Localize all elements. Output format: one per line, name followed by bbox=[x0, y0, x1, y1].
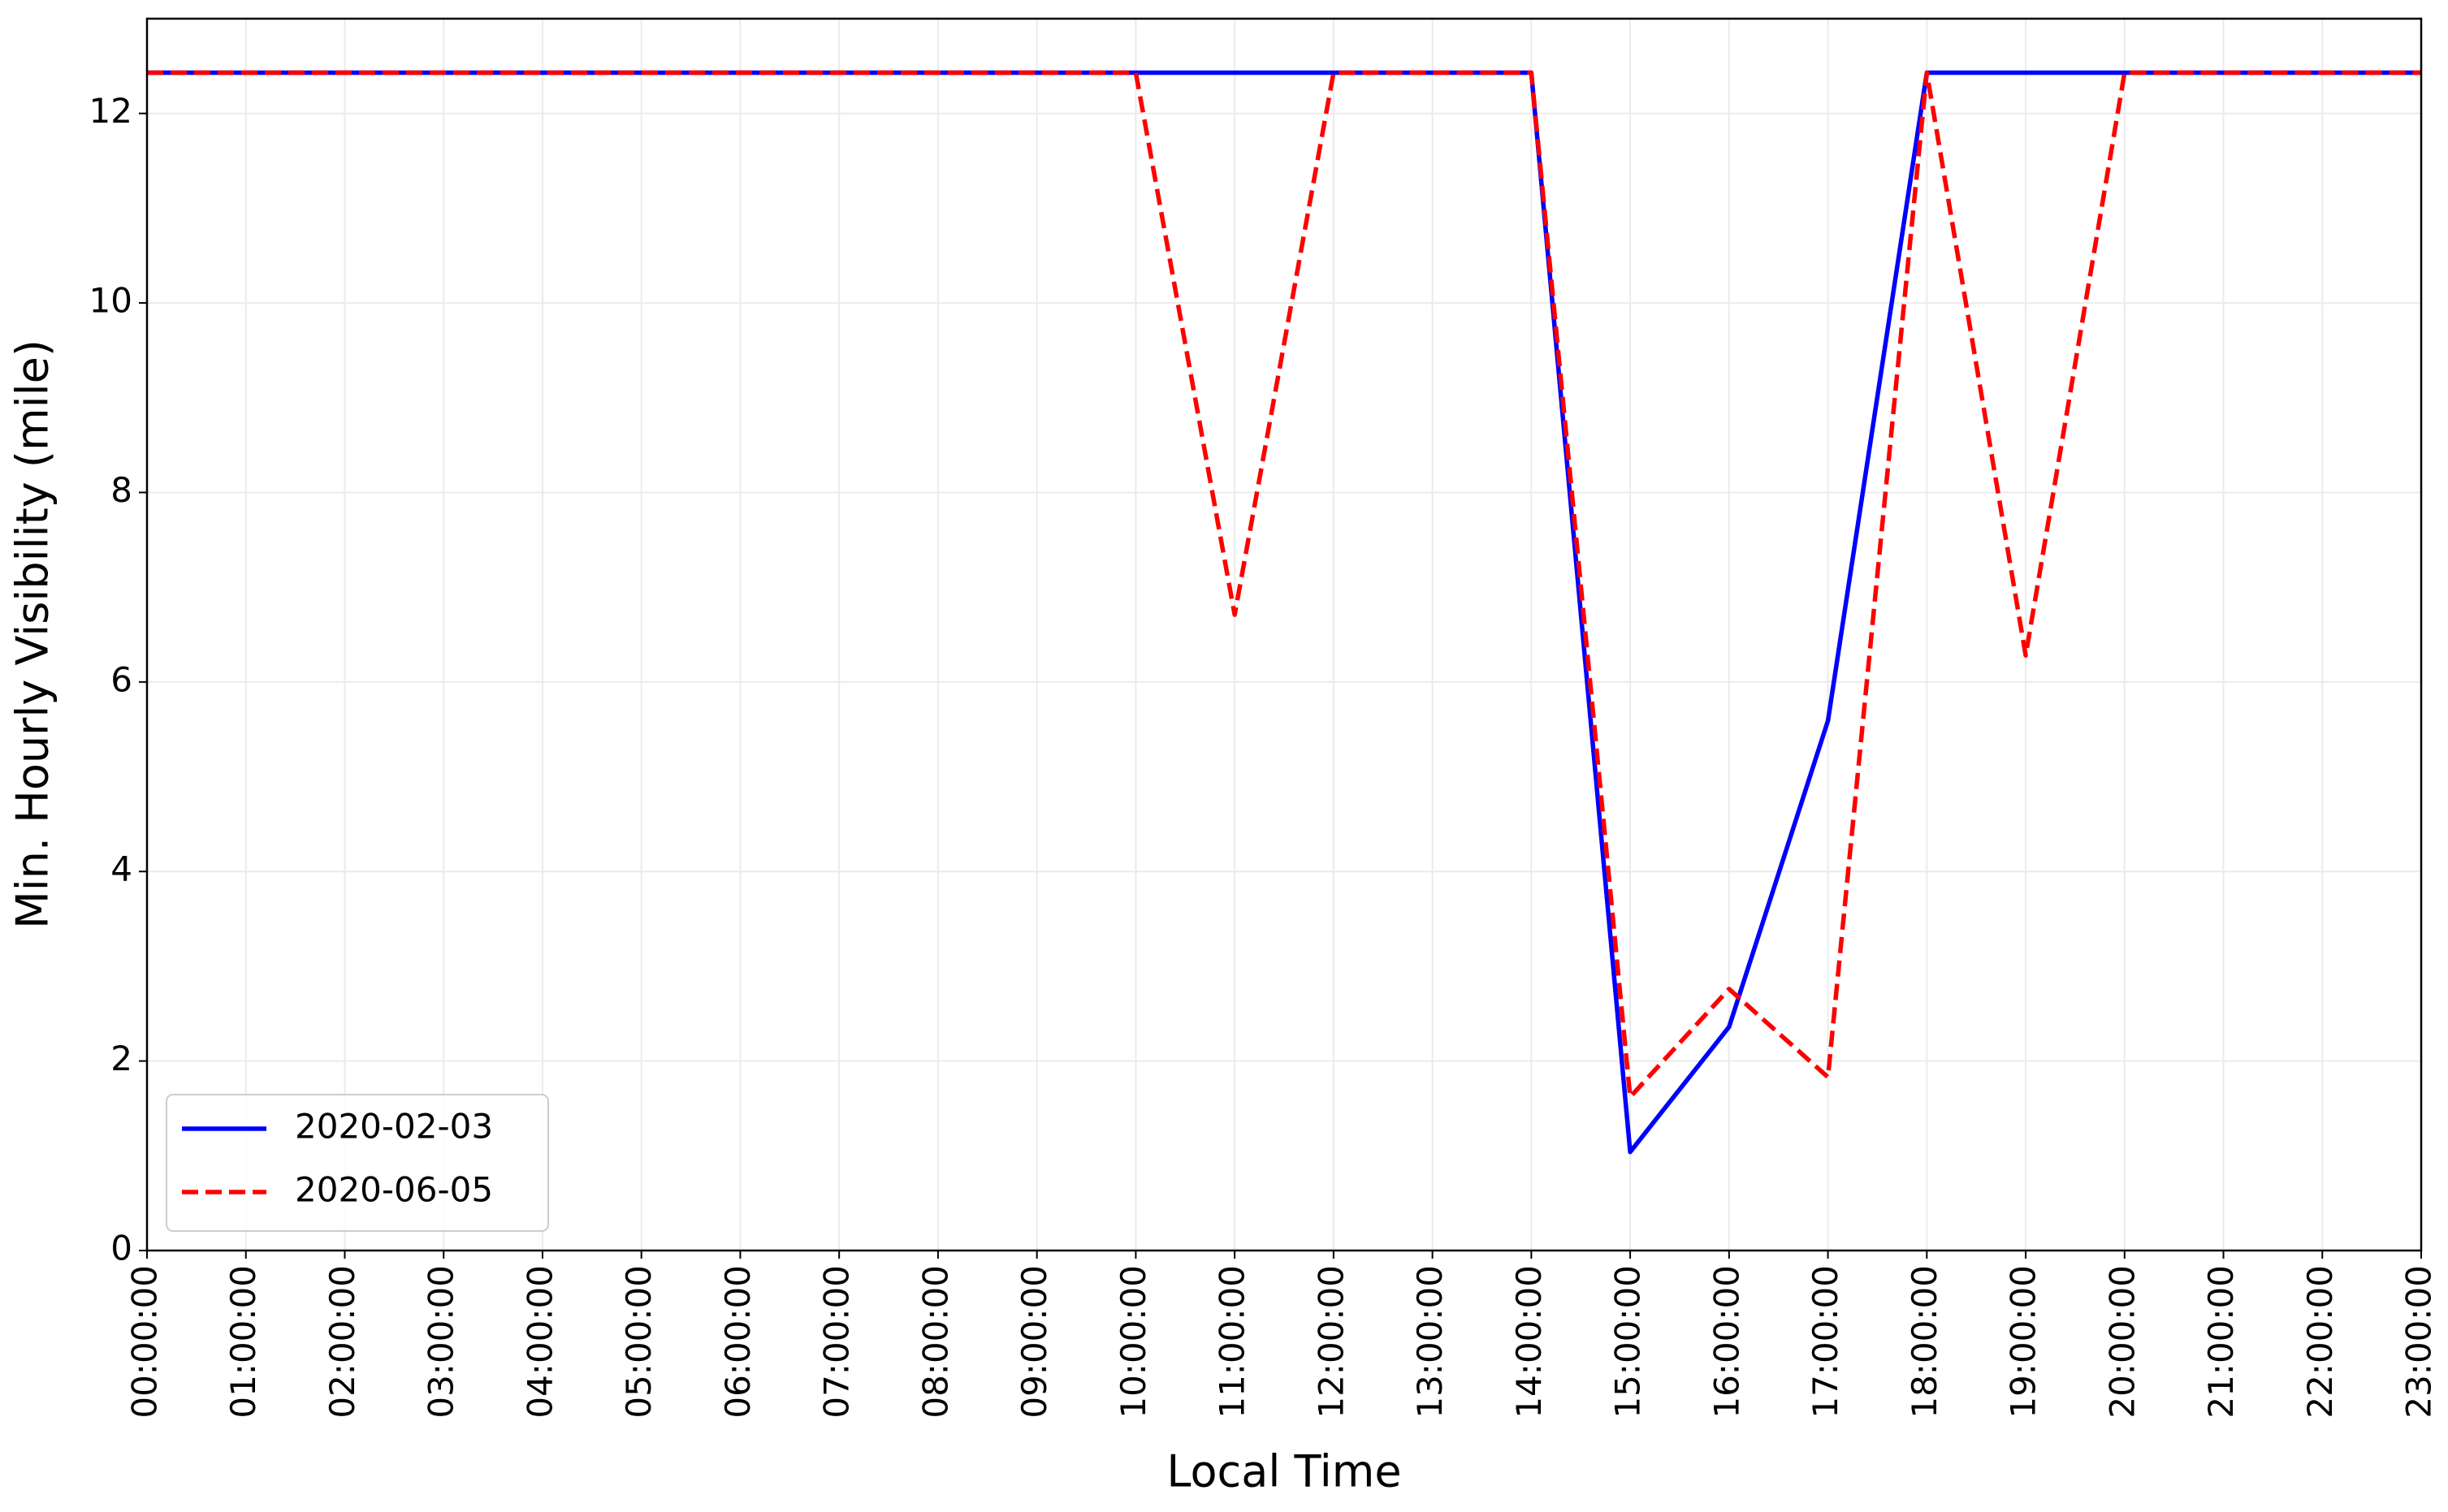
y-tick-label: 4 bbox=[110, 849, 132, 889]
x-tick-label: 03:00:00 bbox=[422, 1265, 461, 1419]
x-tick-label: 01:00:00 bbox=[223, 1265, 263, 1419]
x-tick-label: 09:00:00 bbox=[1014, 1265, 1054, 1419]
x-tick-label: 11:00:00 bbox=[1213, 1265, 1252, 1419]
x-axis-label: Local Time bbox=[1166, 1446, 1401, 1497]
y-tick-label: 10 bbox=[89, 281, 132, 321]
legend-label: 2020-06-05 bbox=[295, 1170, 493, 1210]
x-tick-label: 23:00:00 bbox=[2399, 1265, 2439, 1419]
x-tick-label: 06:00:00 bbox=[718, 1265, 758, 1419]
x-tick-label: 05:00:00 bbox=[619, 1265, 659, 1419]
x-tick-label: 14:00:00 bbox=[1509, 1265, 1549, 1419]
x-tick-label: 17:00:00 bbox=[1806, 1265, 1845, 1419]
x-tick-label: 19:00:00 bbox=[2004, 1265, 2044, 1419]
x-tick-label: 20:00:00 bbox=[2102, 1265, 2142, 1419]
x-tick-label: 08:00:00 bbox=[915, 1265, 955, 1419]
x-tick-label: 13:00:00 bbox=[1410, 1265, 1450, 1419]
x-tick-label: 07:00:00 bbox=[817, 1265, 857, 1419]
y-tick-label: 6 bbox=[110, 659, 132, 699]
x-tick-label: 02:00:00 bbox=[322, 1265, 362, 1419]
legend: 2020-02-03 2020-06-05 bbox=[166, 1094, 549, 1232]
data-line bbox=[147, 70, 2421, 1155]
x-tick-label: 04:00:00 bbox=[520, 1265, 560, 1419]
y-tick-label: 8 bbox=[110, 470, 132, 510]
data-line bbox=[147, 70, 2421, 1099]
y-axis-label: Min. Hourly Visibility (mile) bbox=[7, 339, 58, 929]
legend-label: 2020-02-03 bbox=[295, 1107, 493, 1147]
y-tick-label: 2 bbox=[110, 1039, 132, 1078]
x-tick-label: 12:00:00 bbox=[1311, 1265, 1351, 1419]
x-tick-label: 21:00:00 bbox=[2201, 1265, 2241, 1419]
x-tick-label: 16:00:00 bbox=[1706, 1265, 1746, 1419]
y-tick-label: 0 bbox=[110, 1229, 132, 1268]
x-tick-label: 15:00:00 bbox=[1608, 1265, 1648, 1419]
x-tick-label: 18:00:00 bbox=[1905, 1265, 1944, 1419]
y-tick-label: 12 bbox=[89, 91, 132, 131]
x-tick-label: 22:00:00 bbox=[2300, 1265, 2340, 1419]
x-tick-label: 10:00:00 bbox=[1114, 1265, 1153, 1419]
plot-frame bbox=[145, 17, 2423, 1252]
x-tick-label: 00:00:00 bbox=[125, 1265, 165, 1419]
